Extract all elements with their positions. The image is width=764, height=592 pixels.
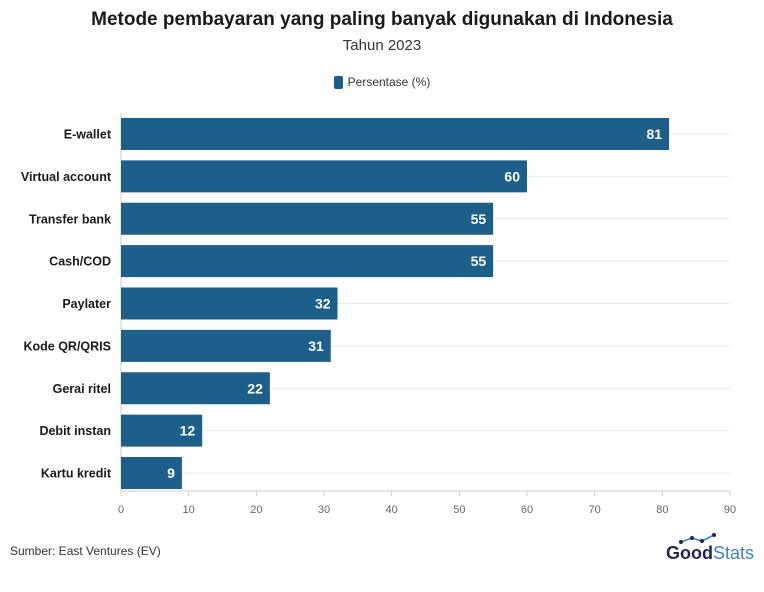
value-label-virtual-account: 60 [504, 168, 520, 184]
x-tick-label-50: 50 [453, 504, 465, 516]
x-tick-label-80: 80 [656, 504, 668, 516]
x-tick-label-60: 60 [521, 504, 533, 516]
legend: Persentase (%) [0, 75, 764, 89]
logo-text-good: Good [665, 543, 713, 563]
x-tick-label-70: 70 [589, 504, 601, 516]
category-label-gerai-ritel: Gerai ritel [53, 382, 111, 396]
bar-transfer-bank[interactable] [121, 202, 494, 235]
x-tick-label-30: 30 [318, 504, 330, 516]
bar-gerai-ritel[interactable] [121, 372, 270, 405]
legend-swatch [333, 75, 343, 89]
bar-virtual-account[interactable] [121, 160, 527, 193]
bar-paylater[interactable] [121, 287, 338, 320]
bar-kartu-kredit[interactable] [121, 457, 182, 489]
chart-title: Metode pembayaran yang paling banyak dig… [91, 9, 673, 30]
legend-label: Persentase (%) [347, 75, 431, 89]
goodstats-logo: GoodStats [665, 533, 754, 565]
bar-debit-instan[interactable] [121, 414, 203, 447]
category-label-kartu-kredit: Kartu kredit [41, 467, 112, 481]
x-tick-label-0: 0 [118, 504, 124, 516]
bar-kode-qr-qris[interactable] [121, 329, 331, 362]
x-tick-label-90: 90 [724, 504, 736, 516]
x-tick-label-10: 10 [183, 504, 195, 516]
x-tick-label-20: 20 [250, 504, 262, 516]
x-tick-label-40: 40 [386, 504, 398, 516]
category-label-kode-qr-qris: Kode QR/QRIS [23, 339, 111, 353]
category-label-paylater: Paylater [62, 297, 111, 311]
value-label-cash-cod: 55 [471, 253, 487, 269]
value-label-e-wallet: 81 [647, 126, 663, 142]
chart-subtitle: Tahun 2023 [342, 37, 422, 54]
value-label-transfer-bank: 55 [471, 211, 487, 227]
bar-e-wallet[interactable] [121, 118, 670, 150]
value-label-debit-instan: 12 [180, 423, 196, 439]
value-label-paylater: 32 [315, 296, 331, 312]
category-label-virtual-account: Virtual account [21, 170, 112, 184]
category-label-e-wallet: E-wallet [64, 128, 112, 142]
bar-cash-cod[interactable] [121, 245, 494, 278]
value-label-kartu-kredit: 9 [167, 465, 175, 481]
value-label-gerai-ritel: 22 [247, 380, 263, 396]
category-label-debit-instan: Debit instan [39, 424, 111, 438]
category-label-transfer-bank: Transfer bank [29, 212, 111, 226]
logo-chart-icon [678, 533, 716, 544]
value-label-kode-qr-qris: 31 [308, 338, 324, 354]
category-label-cash-cod: Cash/COD [49, 255, 111, 269]
source-note: Sumber: East Ventures (EV) [10, 544, 161, 558]
logo-text-stats: Stats [712, 543, 754, 563]
